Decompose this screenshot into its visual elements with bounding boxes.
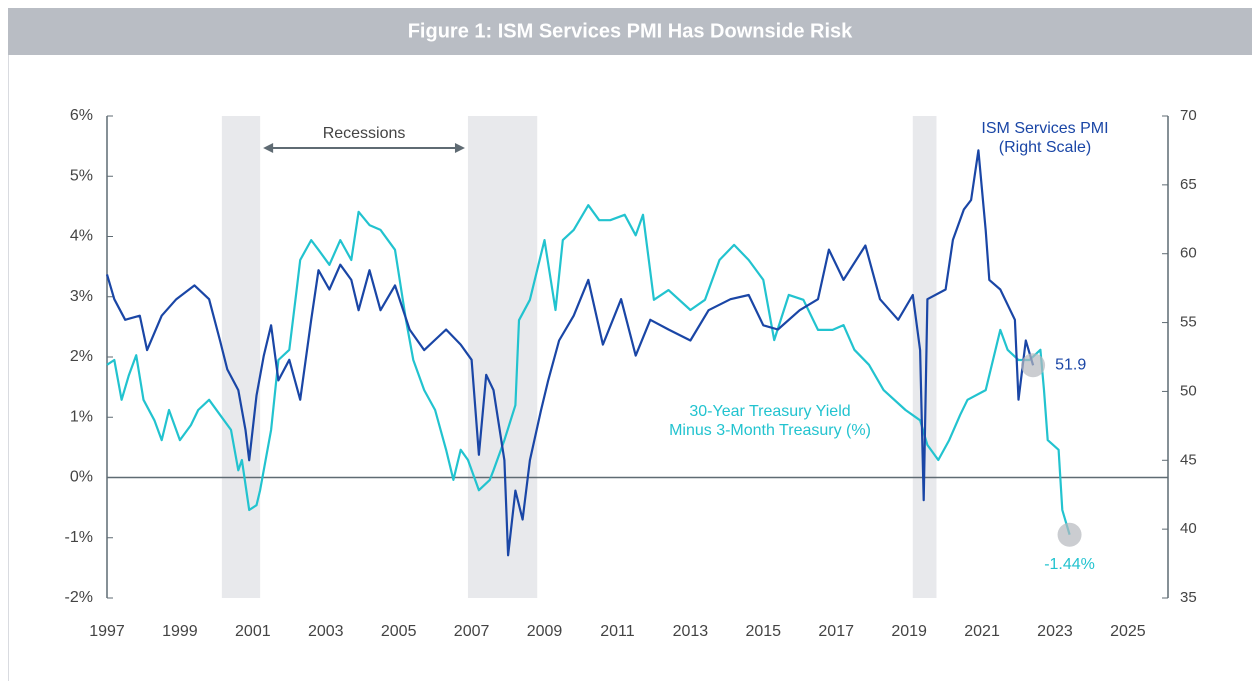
y-tick-label: 3% <box>70 288 93 305</box>
x-tick-label: 2005 <box>381 623 417 640</box>
y-tick-label: 0% <box>70 469 93 486</box>
end-label: 51.9 <box>1055 356 1086 373</box>
y-tick-label: 4% <box>70 228 93 245</box>
y-tick-label: 6% <box>70 107 93 124</box>
arrow-head <box>263 143 274 153</box>
legend-label: ISM Services PMI (Right Scale) <box>981 120 1109 156</box>
y-tick-label: -1% <box>65 529 93 546</box>
recession-band <box>221 116 261 598</box>
series-line <box>105 149 1035 557</box>
x-tick-label: 2001 <box>235 623 271 640</box>
chart-title: Figure 1: ISM Services PMI Has Downside … <box>408 20 853 42</box>
series-line <box>106 204 1071 536</box>
x-tick-label: 2021 <box>964 623 1000 640</box>
x-tick-label: 2025 <box>1110 623 1146 640</box>
y2-tick-label: 45 <box>1180 451 1197 468</box>
x-tick-label: 2011 <box>600 623 635 640</box>
y2-tick-label: 65 <box>1180 176 1197 193</box>
x-tick-label: 1997 <box>89 623 125 640</box>
x-tick-label: 2017 <box>818 623 854 640</box>
end-point-marker <box>1021 353 1046 378</box>
x-tick-label: 2009 <box>527 623 563 640</box>
y2-tick-label: 60 <box>1180 245 1197 262</box>
y-tick-label: 5% <box>70 167 93 184</box>
x-tick-label: 2023 <box>1037 623 1073 640</box>
x-tick-label: 2015 <box>745 623 781 640</box>
arrow-head <box>454 143 465 153</box>
y-tick-label: 2% <box>70 348 93 365</box>
y2-tick-label: 70 <box>1180 107 1197 124</box>
end-label: -1.44% <box>1044 556 1095 573</box>
x-tick-label: 2003 <box>308 623 344 640</box>
recession-label: Recessions <box>323 125 406 142</box>
y2-tick-label: 40 <box>1180 520 1197 537</box>
y2-tick-label: 35 <box>1180 589 1197 606</box>
x-tick-label: 1999 <box>162 623 198 640</box>
legend-label: 30-Year Treasury Yield Minus 3-Month Tre… <box>669 403 871 439</box>
x-tick-label: 2007 <box>454 623 490 640</box>
x-tick-label: 2013 <box>673 623 709 640</box>
y-tick-label: 1% <box>70 408 93 425</box>
end-point-marker <box>1057 522 1082 547</box>
recession-band <box>467 116 538 598</box>
recession-band <box>912 116 937 598</box>
y-tick-label: -2% <box>65 589 93 606</box>
y2-tick-label: 55 <box>1180 314 1197 331</box>
x-tick-label: 2019 <box>891 623 927 640</box>
header-bar <box>8 8 1252 55</box>
y2-tick-label: 50 <box>1180 382 1197 399</box>
